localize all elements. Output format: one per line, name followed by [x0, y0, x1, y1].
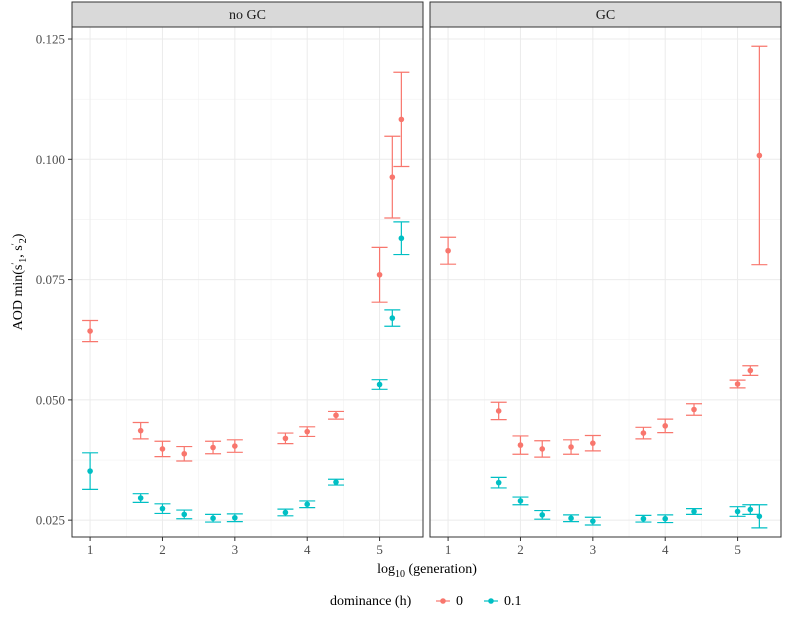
legend-entry: 0 — [436, 594, 463, 609]
data-point — [640, 515, 647, 522]
data-point — [517, 498, 524, 504]
data-point — [568, 515, 574, 522]
x-tick-label: 3 — [590, 542, 597, 557]
data-point — [137, 495, 144, 501]
data-point — [590, 518, 596, 524]
x-axis-title: log10 (generation) — [377, 562, 477, 580]
data-point — [756, 513, 763, 520]
legend-entry: 0.1 — [484, 594, 522, 609]
y-axis-title: AOD min(s′1, s′2) — [10, 233, 29, 330]
y-tick-label: 0.125 — [36, 32, 65, 47]
data-point — [159, 446, 166, 452]
data-point — [282, 435, 289, 442]
data-point — [691, 406, 697, 413]
panel-background — [72, 27, 423, 537]
y-tick-label: 0.100 — [36, 152, 65, 167]
data-point — [159, 505, 166, 512]
facet-strips: no GC GC — [71, 1, 782, 28]
data-point — [333, 412, 339, 419]
x-tick-label: 3 — [232, 542, 239, 557]
data-point — [691, 508, 697, 515]
x-axes: 1 2 3 4 5 1 2 3 4 5 — [87, 537, 741, 557]
legend-label: 0.1 — [504, 594, 522, 609]
y-axis: 0.025 0.050 0.075 0.100 0.125 — [36, 32, 72, 528]
data-point — [304, 428, 311, 435]
facet-strip-label: GC — [596, 8, 615, 23]
data-point — [539, 512, 546, 518]
data-point — [568, 444, 574, 450]
data-point — [495, 408, 502, 414]
data-point — [376, 381, 383, 388]
series-0 — [440, 45, 768, 458]
data-point — [539, 446, 546, 452]
data-point — [137, 427, 144, 434]
y-tick-label: 0.050 — [36, 392, 65, 407]
data-point — [756, 152, 763, 159]
data-point — [181, 450, 188, 457]
x-tick-label: 5 — [376, 542, 383, 557]
data-point — [734, 508, 741, 515]
data-point — [87, 328, 93, 334]
legend-label: 0 — [456, 594, 463, 609]
data-point — [747, 367, 754, 374]
x-tick-label: 2 — [159, 542, 166, 557]
legend-title: dominance (h) — [330, 594, 412, 609]
data-point — [304, 501, 311, 508]
facet-strip — [71, 1, 424, 28]
data-point — [376, 271, 383, 278]
data-point — [389, 315, 396, 321]
data-point — [87, 468, 93, 474]
data-point — [734, 381, 741, 387]
facet-strip — [429, 1, 782, 28]
legend-key-point — [440, 598, 446, 604]
data-point — [181, 511, 188, 518]
facet-strip-label: no GC — [229, 8, 266, 23]
y-tick-label: 0.025 — [36, 513, 65, 528]
data-point — [398, 116, 405, 123]
data-point — [517, 442, 524, 448]
x-tick-label: 4 — [304, 542, 311, 557]
data-point — [640, 430, 647, 436]
x-tick-label: 2 — [517, 542, 524, 557]
panel-backgrounds — [72, 27, 781, 537]
x-tick-label: 4 — [662, 542, 669, 557]
data-point — [232, 443, 238, 449]
legend: dominance (h) 0 0.1 — [330, 594, 522, 609]
data-point — [398, 235, 405, 242]
series-0.1 — [490, 476, 768, 529]
data-point — [747, 506, 754, 513]
series-0.1 — [82, 221, 410, 523]
data-point — [210, 515, 216, 522]
data-point — [333, 479, 339, 485]
data-point — [232, 514, 238, 521]
data-point — [445, 247, 451, 254]
x-tick-label: 1 — [445, 542, 452, 557]
data-point — [210, 444, 216, 451]
panel-background — [430, 27, 781, 537]
data-marks — [82, 45, 768, 529]
series-0 — [82, 71, 410, 462]
data-point — [590, 440, 596, 446]
legend-key-point — [488, 598, 494, 604]
data-point — [662, 423, 669, 429]
x-tick-label: 5 — [734, 542, 741, 557]
data-point — [495, 479, 502, 486]
data-point — [282, 509, 289, 516]
x-tick-label: 1 — [87, 542, 94, 557]
data-point — [389, 174, 396, 180]
y-tick-label: 0.075 — [36, 272, 65, 287]
data-point — [662, 515, 669, 522]
